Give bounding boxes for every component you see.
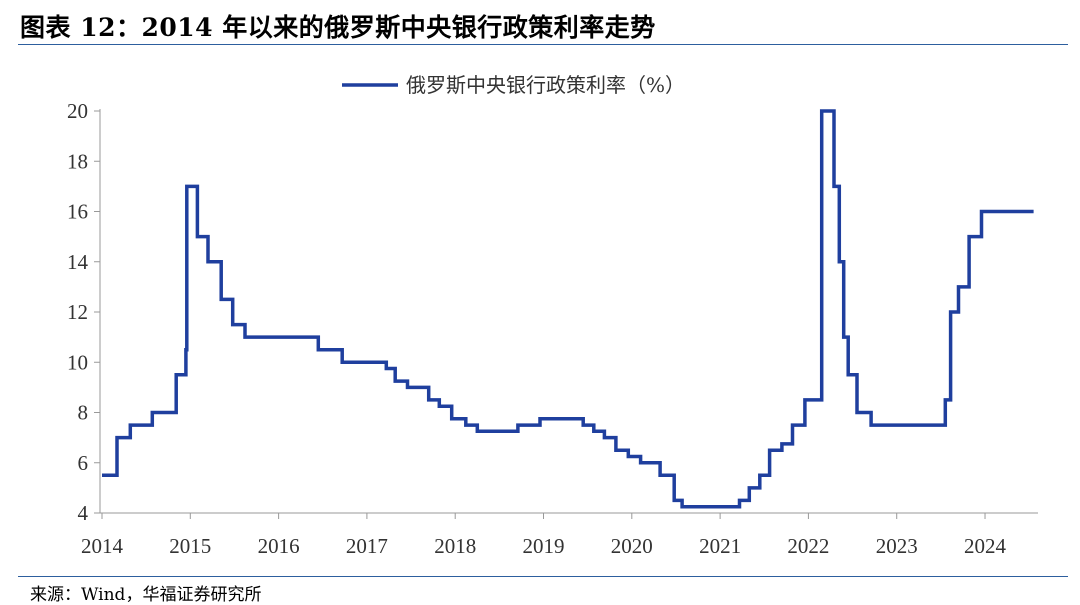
x-tick-label: 2022 <box>787 534 829 558</box>
footer-divider <box>18 576 1068 577</box>
x-tick-label: 2019 <box>523 534 565 558</box>
y-tick-label: 14 <box>67 250 89 274</box>
x-tick-label: 2015 <box>169 534 211 558</box>
figure-title: 图表 12：2014 年以来的俄罗斯中央银行政策利率走势 <box>20 13 656 42</box>
y-tick-label: 6 <box>78 451 89 475</box>
y-tick-label: 8 <box>78 401 89 425</box>
y-tick-label: 4 <box>78 501 89 525</box>
x-tick-label: 2016 <box>258 534 300 558</box>
x-tick-label: 2023 <box>876 534 918 558</box>
plot-area <box>102 109 1034 509</box>
x-tick-label: 2014 <box>81 534 124 558</box>
chart-axes: 4 6 8 10 12 14 16 18 20 2014 2015 2016 2017 2018 2019 2… <box>67 99 1038 558</box>
chart-legend: 俄罗斯中央银行政策利率（%） <box>342 73 685 97</box>
x-tick-label: 2020 <box>611 534 653 558</box>
y-tick-label: 18 <box>67 149 88 173</box>
title-divider <box>18 44 1068 45</box>
y-tick-label: 12 <box>67 300 88 324</box>
y-tick-label: 10 <box>67 350 88 374</box>
x-tick-label: 2024 <box>964 534 1007 558</box>
legend-label: 俄罗斯中央银行政策利率（%） <box>406 73 685 97</box>
y-tick-label: 16 <box>67 200 88 224</box>
x-tick-label: 2017 <box>346 534 388 558</box>
x-tick-label: 2021 <box>699 534 741 558</box>
y-tick-label: 20 <box>67 99 88 123</box>
source-note: 来源：Wind，华福证券研究所 <box>30 585 262 605</box>
series-line-0 <box>102 109 1034 509</box>
x-tick-label: 2018 <box>434 534 476 558</box>
